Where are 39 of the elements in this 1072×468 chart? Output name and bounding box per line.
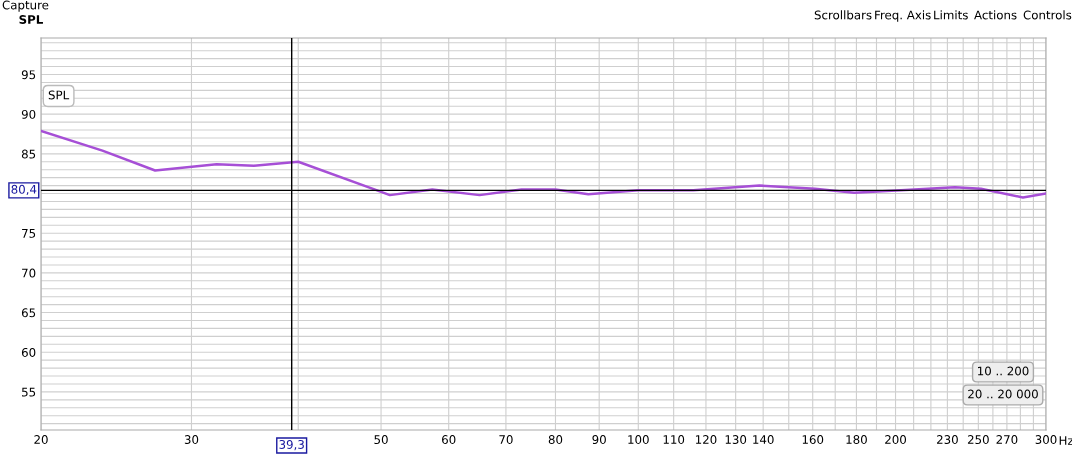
x-tick-label: 160	[802, 435, 824, 444]
x-tick-label: 250	[967, 435, 989, 444]
x-tick-label: 90	[592, 435, 606, 444]
ref-line-label: 39,3	[279, 440, 304, 451]
y-tick-label: 65	[21, 308, 36, 318]
x-tick-label: 110	[663, 435, 685, 444]
x-tick-label: 30	[184, 435, 199, 444]
x-tick-label: 70	[499, 435, 513, 444]
y-tick-label: 60	[21, 347, 36, 357]
text: Limits	[934, 10, 968, 20]
x-tick-label: 80	[548, 435, 563, 444]
x-tick-label: 270	[996, 435, 1018, 444]
text: Capture	[2, 0, 49, 12]
text: Freq. Axis	[875, 10, 931, 22]
text: Actions	[974, 10, 1017, 20]
x-tick-label: 230	[936, 435, 958, 444]
x-tick-label: 20	[34, 435, 48, 444]
x-tick-label: 200	[885, 435, 907, 444]
y-tick-label: 55	[22, 387, 36, 397]
x-tick-label: 120	[695, 435, 717, 444]
x-tick-label: 140	[753, 435, 774, 444]
annotation: 20 .. 20 000	[968, 389, 1038, 399]
y-tick-label: 75	[22, 229, 36, 238]
x-tick-label: 130	[725, 435, 747, 444]
y-tick-label: 70	[22, 268, 36, 278]
y-tick-label: 95	[21, 70, 36, 80]
x-tick-label: 100	[628, 435, 649, 444]
y-tick-label: 90	[21, 109, 36, 119]
annotation: SPL	[48, 90, 70, 100]
x-tick-label: 60	[442, 435, 456, 444]
x-tick-label: 180	[846, 435, 867, 444]
y-tick-label: 85	[21, 149, 36, 159]
x-tick-label: 300	[1035, 435, 1057, 444]
annotation: 10 .. 200	[978, 366, 1029, 376]
ref-line-label: 80,4	[11, 184, 37, 195]
x-tick-label: 50	[374, 435, 388, 444]
text: Controls	[1023, 10, 1072, 20]
text: Scrollbars	[814, 10, 872, 20]
y-axis-title: SPL	[19, 15, 43, 24]
